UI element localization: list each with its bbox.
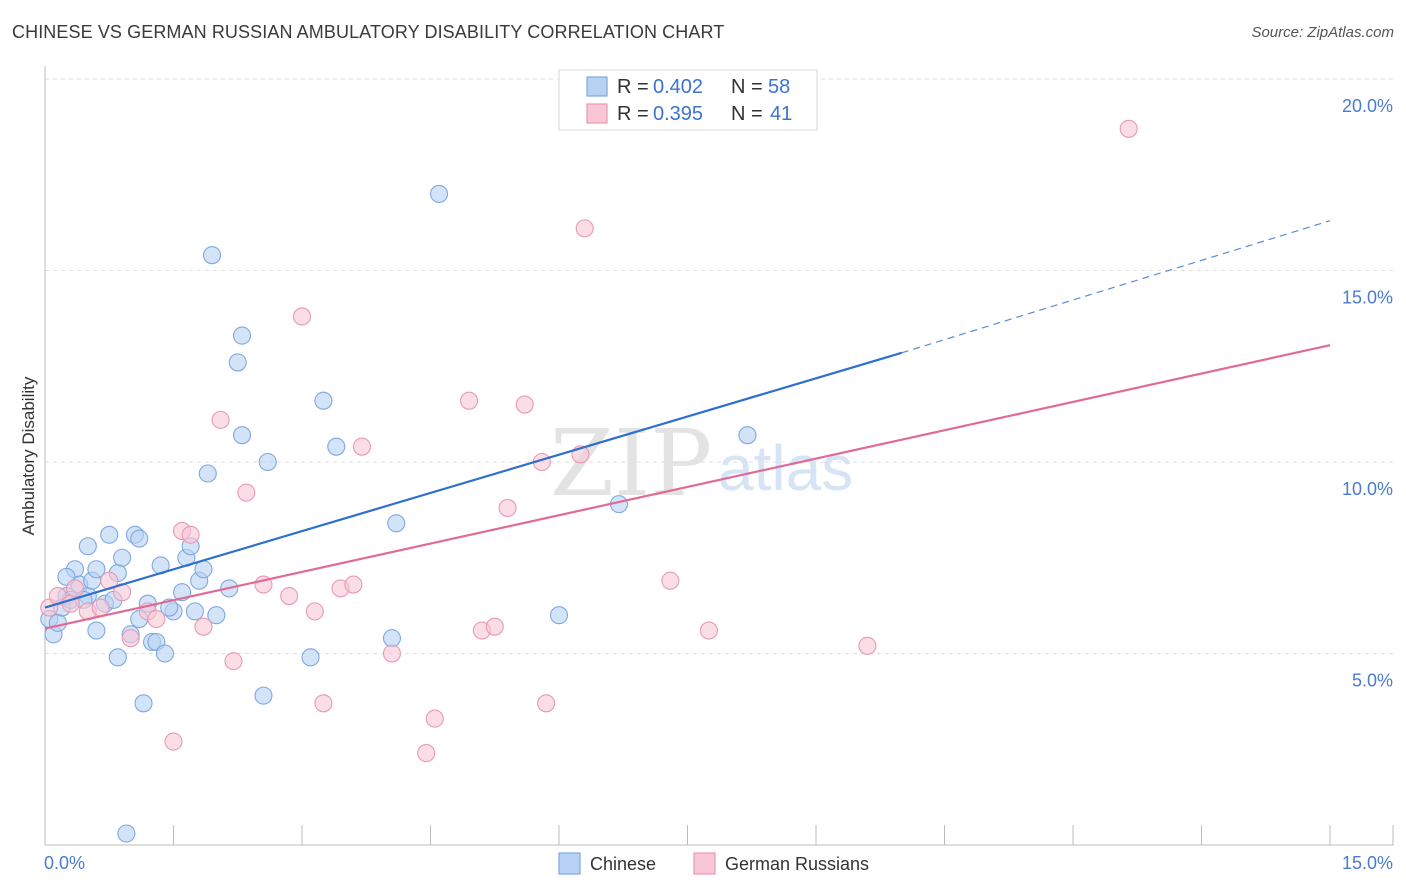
y-tick-label: 10.0% — [1342, 479, 1393, 499]
german-russians-point — [417, 744, 436, 763]
german-russians-point — [575, 219, 594, 238]
chinese-point — [108, 648, 127, 667]
y-tick-label: 15.0% — [1342, 288, 1393, 308]
german-russians-point — [699, 621, 718, 640]
chinese-point — [117, 824, 136, 843]
chinese-point — [130, 529, 149, 548]
chinese-point — [113, 548, 132, 567]
german-russians-point — [164, 732, 183, 751]
german-russians-point — [344, 575, 363, 594]
chinese-trend-line — [44, 351, 902, 609]
source-label: Source: ZipAtlas.com — [1251, 24, 1394, 41]
german-russians-point — [382, 644, 402, 663]
bottom-legend-swatch-chinese — [558, 852, 581, 875]
german-russians-point — [314, 694, 333, 713]
chinese-point — [155, 644, 174, 663]
german-russians-point — [194, 617, 213, 636]
chinese-point — [232, 426, 252, 445]
chinese-point — [549, 606, 569, 625]
chinese-point — [100, 525, 119, 544]
y-tick-label: 5.0% — [1352, 671, 1393, 691]
german-russians-point — [498, 498, 517, 518]
bottom-legend-swatch-german-russians — [693, 852, 716, 875]
y-tick-label: 20.0% — [1342, 96, 1393, 116]
chinese-point — [254, 686, 273, 705]
chinese-point — [387, 514, 406, 533]
german-russians-point — [459, 391, 479, 410]
legend-swatch-chinese — [586, 76, 608, 97]
german-russians-point — [661, 571, 680, 590]
legend-n-label-german-russians: N = — [731, 103, 763, 125]
chinese-point — [430, 184, 449, 203]
german-russians-trend-line — [44, 344, 1331, 630]
chinese-point — [87, 621, 106, 640]
german-russians-point — [858, 636, 877, 655]
legend-r-value-german-russians: 0.395 — [653, 103, 703, 125]
german-russians-point — [305, 602, 324, 621]
chart-title: CHINESE VS GERMAN RUSSIAN AMBULATORY DIS… — [12, 22, 725, 42]
trend-lines — [44, 220, 1331, 630]
x-tick-label-end: 15.0% — [1342, 853, 1393, 873]
german-russians-point — [485, 617, 504, 636]
chinese-point — [207, 606, 226, 625]
legend-r-label-chinese: R = — [617, 76, 649, 98]
y-axis-label: Ambulatory Disability — [19, 376, 38, 535]
chinese-point — [301, 648, 320, 667]
chinese-point — [185, 602, 204, 621]
german-russians-point — [280, 586, 299, 606]
german-russians-point — [181, 525, 200, 544]
bottom-legend: Chinese German Russians — [558, 852, 869, 875]
chinese-point — [78, 537, 97, 556]
chinese-point — [134, 694, 153, 713]
chinese-point — [738, 426, 757, 445]
grid-lines — [45, 78, 1395, 654]
german-russians-point — [1119, 119, 1138, 138]
german-russians-point — [224, 652, 243, 671]
german-russians-point — [537, 694, 556, 713]
legend-swatch-german-russians — [586, 103, 608, 124]
german-russians-point — [211, 410, 230, 429]
legend-r-label-german-russians: R = — [617, 103, 649, 125]
chinese-point — [198, 464, 217, 483]
german-russians-point — [121, 629, 140, 648]
chinese-point — [48, 613, 67, 632]
axes: 5.0% 10.0% 15.0% 20.0% 0.0% 15.0% — [44, 66, 1394, 873]
chinese-point — [382, 629, 402, 648]
german-russians-point — [91, 598, 110, 617]
chinese-point — [314, 391, 333, 410]
legend: R = 0.402 N = 58 R = 0.395 N = 41 — [558, 69, 818, 131]
chinese-point — [160, 598, 179, 617]
chinese-trend-extension — [901, 220, 1331, 354]
legend-r-value-chinese: 0.402 — [653, 76, 703, 98]
german-russians-point — [65, 579, 85, 598]
legend-n-label-chinese: N = — [731, 76, 763, 98]
chinese-point — [203, 246, 222, 265]
legend-n-value-chinese: 58 — [768, 76, 790, 98]
german-russians-point — [147, 609, 166, 629]
bottom-legend-german-russians: German Russians — [725, 854, 869, 874]
german-russians-point — [292, 307, 312, 326]
chinese-point — [258, 452, 277, 472]
chinese-point — [327, 437, 346, 456]
german-russians-point — [237, 483, 256, 502]
chinese-point — [228, 353, 247, 372]
data-points — [40, 119, 1138, 843]
watermark-zip: ZIP — [550, 410, 712, 517]
x-tick-label-start: 0.0% — [44, 853, 85, 873]
watermark: ZIP atlas — [550, 410, 853, 517]
watermark-atlas: atlas — [718, 432, 853, 504]
german-russians-point — [352, 437, 372, 456]
chinese-point — [87, 560, 106, 579]
bottom-legend-chinese: Chinese — [590, 854, 656, 874]
german-russians-point — [515, 395, 534, 414]
legend-n-value-german-russians: 41 — [770, 103, 792, 125]
chinese-point — [232, 326, 252, 345]
german-russians-point — [425, 709, 444, 728]
